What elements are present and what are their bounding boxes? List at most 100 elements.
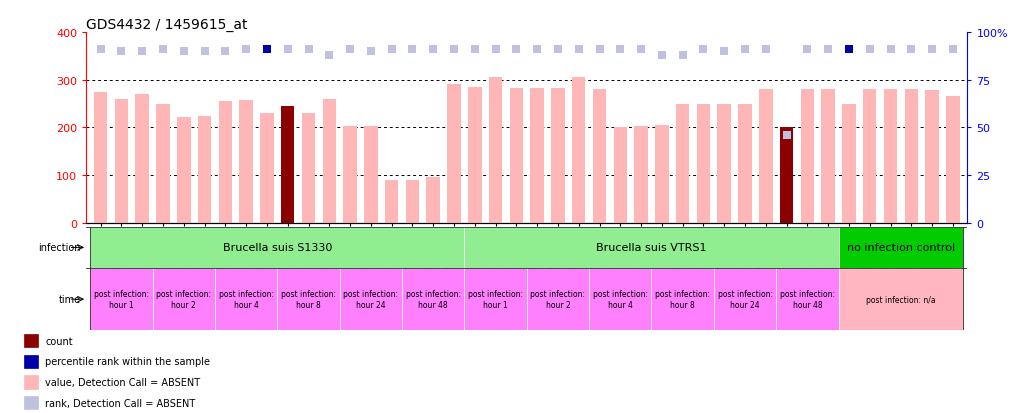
Text: Brucella suis VTRS1: Brucella suis VTRS1 xyxy=(597,243,707,253)
Bar xyxy=(215,268,278,330)
Text: post infection:
hour 2: post infection: hour 2 xyxy=(531,290,586,309)
Bar xyxy=(24,375,38,389)
Point xyxy=(238,47,254,53)
Point xyxy=(821,47,837,53)
Bar xyxy=(510,89,523,223)
Text: post infection:
hour 1: post infection: hour 1 xyxy=(94,290,149,309)
Bar xyxy=(402,268,464,330)
Text: percentile rank within the sample: percentile rank within the sample xyxy=(46,356,210,366)
Bar xyxy=(322,100,336,223)
Bar xyxy=(651,268,714,330)
Point xyxy=(113,49,130,55)
Text: post infection:
hour 1: post infection: hour 1 xyxy=(468,290,523,309)
Bar xyxy=(863,90,876,223)
Point xyxy=(758,47,774,53)
Text: no infection control: no infection control xyxy=(847,243,955,253)
Bar xyxy=(531,89,544,223)
Bar xyxy=(343,127,357,223)
Bar xyxy=(634,127,648,223)
Point xyxy=(570,47,587,53)
Bar xyxy=(883,90,898,223)
Text: post infection:
hour 24: post infection: hour 24 xyxy=(717,290,773,309)
Bar xyxy=(153,268,215,330)
Bar xyxy=(759,90,773,223)
Point xyxy=(487,47,503,53)
Point xyxy=(862,47,878,53)
Text: post infection: n/a: post infection: n/a xyxy=(866,295,936,304)
Point xyxy=(425,47,442,53)
Bar xyxy=(136,95,149,223)
Point xyxy=(446,47,462,53)
Bar xyxy=(24,355,38,368)
Bar xyxy=(776,268,839,330)
Point xyxy=(467,47,483,53)
Point xyxy=(924,47,940,53)
Bar xyxy=(714,268,776,330)
Point xyxy=(509,47,525,53)
Text: post infection:
hour 4: post infection: hour 4 xyxy=(593,290,647,309)
Text: post infection:
hour 8: post infection: hour 8 xyxy=(655,290,710,309)
Bar xyxy=(655,126,669,223)
Point xyxy=(882,47,899,53)
Point xyxy=(799,47,815,53)
Bar xyxy=(839,268,963,330)
Bar xyxy=(946,97,959,223)
Bar xyxy=(738,104,752,223)
Point xyxy=(175,49,191,55)
Point xyxy=(633,47,649,53)
Point xyxy=(92,47,108,53)
Text: value, Detection Call = ABSENT: value, Detection Call = ABSENT xyxy=(46,377,201,387)
Point xyxy=(259,47,276,53)
Bar xyxy=(239,101,253,223)
Point xyxy=(197,49,213,55)
Text: infection: infection xyxy=(38,243,81,253)
Bar xyxy=(464,227,839,268)
Point xyxy=(404,47,420,53)
Point xyxy=(155,47,171,53)
Bar xyxy=(426,178,440,223)
Text: post infection:
hour 48: post infection: hour 48 xyxy=(406,290,461,309)
Bar xyxy=(364,127,378,223)
Bar xyxy=(800,90,814,223)
Point xyxy=(612,47,628,53)
Text: count: count xyxy=(46,336,73,346)
Bar xyxy=(717,104,731,223)
Bar xyxy=(177,118,190,223)
Point xyxy=(384,47,400,53)
Text: Brucella suis S1330: Brucella suis S1330 xyxy=(223,243,332,253)
Bar xyxy=(302,114,315,223)
Point xyxy=(529,47,545,53)
Bar xyxy=(219,102,232,223)
Point xyxy=(217,49,233,55)
Point xyxy=(675,52,691,59)
Bar xyxy=(405,180,419,223)
Bar xyxy=(489,78,502,223)
Text: time: time xyxy=(59,294,81,304)
Text: post infection:
hour 4: post infection: hour 4 xyxy=(219,290,274,309)
Bar xyxy=(780,128,793,223)
Text: GDS4432 / 1459615_at: GDS4432 / 1459615_at xyxy=(86,18,247,32)
Text: post infection:
hour 8: post infection: hour 8 xyxy=(281,290,336,309)
Point xyxy=(945,47,961,53)
Bar xyxy=(94,93,107,223)
Bar xyxy=(527,268,590,330)
Bar xyxy=(905,90,918,223)
Bar xyxy=(572,78,586,223)
Text: rank, Detection Call = ABSENT: rank, Detection Call = ABSENT xyxy=(46,398,196,408)
Bar xyxy=(697,105,710,223)
Bar xyxy=(448,85,461,223)
Bar xyxy=(590,268,651,330)
Bar xyxy=(464,268,527,330)
Bar xyxy=(281,107,295,223)
Bar xyxy=(593,90,606,223)
Point xyxy=(592,47,608,53)
Point xyxy=(695,47,711,53)
Point xyxy=(736,47,753,53)
Point xyxy=(363,49,379,55)
Bar xyxy=(676,105,690,223)
Point xyxy=(841,47,857,53)
Bar xyxy=(842,105,856,223)
Bar xyxy=(551,89,564,223)
Point xyxy=(134,49,150,55)
Bar xyxy=(925,91,939,223)
